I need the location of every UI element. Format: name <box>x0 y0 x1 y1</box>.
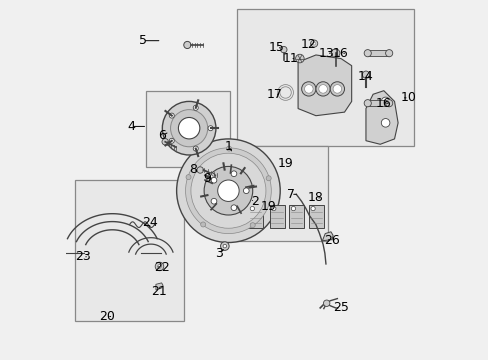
Text: 9: 9 <box>203 172 210 185</box>
Polygon shape <box>156 283 163 290</box>
Text: 8: 8 <box>188 163 196 176</box>
Circle shape <box>243 188 248 194</box>
Circle shape <box>310 206 315 211</box>
Circle shape <box>197 167 203 173</box>
Circle shape <box>169 113 174 118</box>
Text: 15: 15 <box>268 41 284 54</box>
Circle shape <box>250 206 254 211</box>
Circle shape <box>362 71 369 78</box>
Circle shape <box>315 82 329 96</box>
Bar <box>288 205 304 228</box>
Circle shape <box>178 117 200 139</box>
Circle shape <box>207 126 213 131</box>
Circle shape <box>211 177 216 183</box>
Text: 16: 16 <box>375 97 391 110</box>
Circle shape <box>169 138 174 143</box>
Polygon shape <box>298 55 351 116</box>
Text: 13: 13 <box>318 47 334 60</box>
Circle shape <box>185 175 191 180</box>
Circle shape <box>329 82 344 96</box>
Polygon shape <box>322 232 332 241</box>
Bar <box>367 50 388 56</box>
Text: 11: 11 <box>282 52 298 65</box>
Text: 23: 23 <box>75 250 91 263</box>
Text: 14: 14 <box>357 70 373 83</box>
Circle shape <box>381 97 389 106</box>
Circle shape <box>223 244 226 248</box>
Text: 19: 19 <box>261 200 276 213</box>
Text: 6: 6 <box>158 129 166 142</box>
Text: 20: 20 <box>99 310 115 323</box>
Circle shape <box>162 139 168 145</box>
Text: 16: 16 <box>332 47 348 60</box>
Text: 24: 24 <box>142 216 158 229</box>
Circle shape <box>200 222 205 227</box>
Text: 1: 1 <box>224 140 232 153</box>
Circle shape <box>157 265 161 268</box>
Circle shape <box>304 85 312 93</box>
Circle shape <box>381 118 389 127</box>
Circle shape <box>385 50 392 57</box>
Circle shape <box>211 198 216 204</box>
Circle shape <box>250 223 255 228</box>
Circle shape <box>203 166 252 215</box>
Text: 3: 3 <box>215 247 223 260</box>
Text: 12: 12 <box>300 38 316 51</box>
Circle shape <box>185 148 271 234</box>
Circle shape <box>280 46 286 53</box>
Text: 25: 25 <box>332 301 348 314</box>
Circle shape <box>301 82 315 96</box>
Circle shape <box>265 176 271 181</box>
Circle shape <box>318 85 326 93</box>
Circle shape <box>193 105 198 110</box>
Text: 2: 2 <box>251 195 259 208</box>
Circle shape <box>231 171 236 177</box>
Text: 4: 4 <box>127 120 135 133</box>
Text: 7: 7 <box>286 188 294 201</box>
Circle shape <box>217 180 239 202</box>
Text: 17: 17 <box>266 88 282 101</box>
Circle shape <box>176 139 280 243</box>
Bar <box>367 100 388 106</box>
Text: 26: 26 <box>324 234 339 247</box>
Text: 10: 10 <box>400 91 416 104</box>
Text: 21: 21 <box>151 285 167 298</box>
Circle shape <box>331 49 339 58</box>
Circle shape <box>155 262 163 271</box>
Circle shape <box>220 242 229 250</box>
Circle shape <box>312 42 315 45</box>
Circle shape <box>310 40 317 47</box>
Circle shape <box>364 50 370 57</box>
Text: 22: 22 <box>153 261 169 274</box>
Text: 18: 18 <box>307 192 323 204</box>
Circle shape <box>207 173 215 180</box>
Bar <box>308 205 323 228</box>
Circle shape <box>323 300 329 306</box>
Text: 19: 19 <box>277 157 293 170</box>
Circle shape <box>183 41 190 49</box>
Circle shape <box>364 100 370 107</box>
Circle shape <box>210 175 213 178</box>
Circle shape <box>291 206 295 211</box>
Circle shape <box>271 206 275 211</box>
Bar <box>237 146 328 241</box>
Text: 5: 5 <box>139 34 146 47</box>
Bar <box>237 9 413 146</box>
Circle shape <box>190 153 265 228</box>
Bar <box>146 91 230 167</box>
Circle shape <box>385 100 392 107</box>
Circle shape <box>295 54 304 63</box>
Bar <box>247 205 263 228</box>
Circle shape <box>162 102 216 155</box>
Circle shape <box>231 205 236 211</box>
Polygon shape <box>365 91 397 144</box>
Circle shape <box>226 146 231 151</box>
Bar <box>269 205 284 228</box>
Circle shape <box>193 146 198 151</box>
Circle shape <box>332 85 341 93</box>
Circle shape <box>170 110 207 147</box>
Bar <box>75 180 183 321</box>
